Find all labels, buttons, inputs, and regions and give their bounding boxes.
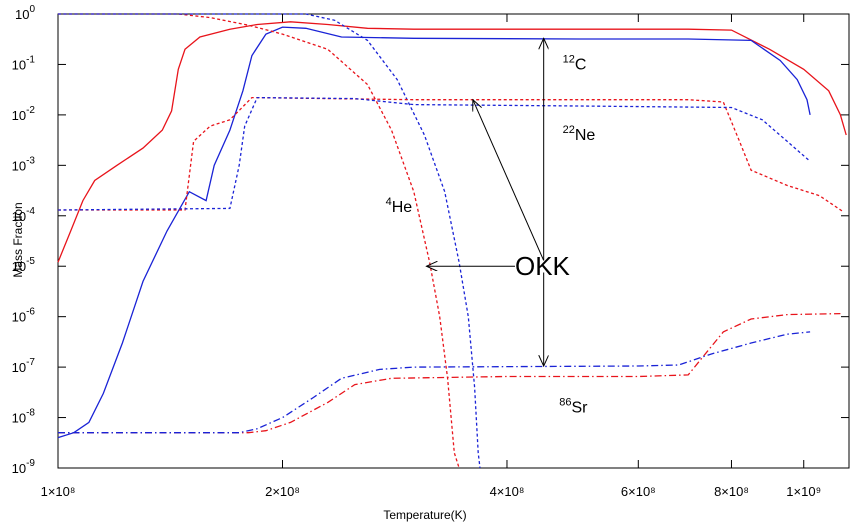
y-tick-label: 10-2 [12,105,36,123]
arrows-layer [427,38,544,366]
y-tick-label: 10-6 [12,307,36,325]
x-tick-label: 1×10⁹ [786,484,821,499]
annotation-okk: OKK [515,251,571,281]
annotation-ne22: 22Ne [563,124,596,144]
plot-frame [57,13,850,469]
y-tick-label: 10-4 [12,206,36,224]
y-tick-label: 100 [15,4,35,22]
annotation-arrow-1 [473,100,545,261]
series-line-3 [58,13,481,469]
tick-marks: 1×10⁸ 2×10⁸ 4×10⁸ 6×10⁸ 8×10⁸ 1×10⁹ 100 10-1 10-… [12,4,849,499]
series-line-0 [57,21,847,263]
series-line-6 [58,312,841,434]
series-line-7 [58,331,811,434]
y-tick-label: 10-8 [12,408,36,426]
series-line-2 [58,13,460,469]
series-layer [57,13,847,469]
annotation-c12: 12C [563,53,587,73]
x-tick-label: 4×10⁸ [490,484,525,499]
annotation-sr86: 86Sr [559,396,588,416]
x-tick-label: 8×10⁸ [714,484,749,499]
x-axis-label: Temperature(K) [383,508,466,522]
series-line-5 [57,96,811,211]
y-axis-label: Mass Fraction [11,202,25,277]
x-tick-label: 1×10⁸ [41,484,76,499]
y-tick-label: 10-7 [12,357,36,375]
annotation-he4: 4He [386,196,413,216]
y-tick-label: 10-9 [12,458,36,476]
series-line-1 [57,26,811,439]
y-tick-label: 10-5 [12,256,36,274]
x-tick-label: 6×10⁸ [621,484,656,499]
y-tick-label: 10-3 [12,155,36,173]
x-tick-label: 2×10⁸ [265,484,300,499]
annotations-layer: 12C 22Ne 4He 86Sr OKK [386,53,596,416]
series-line-4 [58,96,844,213]
y-tick-label: 10-1 [12,54,36,72]
